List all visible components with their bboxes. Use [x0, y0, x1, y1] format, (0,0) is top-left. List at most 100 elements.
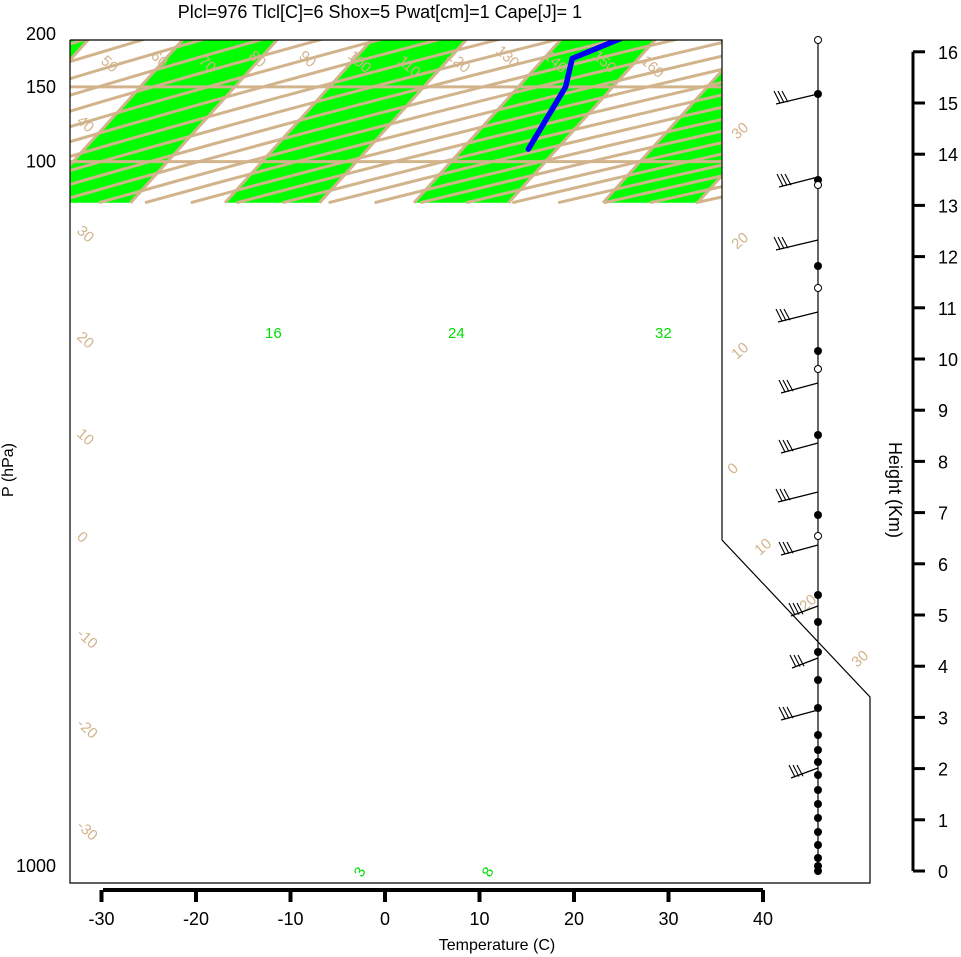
wind-barb-icon: [780, 442, 819, 454]
mixing-ratio-label: 16: [265, 325, 282, 342]
wind-barb-flag: [782, 541, 790, 554]
wind-barb-flag: [786, 706, 794, 719]
wind-barb-icon: [777, 491, 819, 503]
wind-level-dot: [814, 771, 822, 779]
wind-barb-flag: [777, 90, 785, 103]
x-tick-label: -30: [88, 909, 114, 929]
wind-barb-flag: [788, 764, 796, 778]
wind-barb-flag: [792, 764, 800, 777]
wind-barb-icon: [790, 605, 819, 617]
wind-barb-flag: [778, 439, 786, 453]
isotherm-label: 30: [848, 647, 872, 671]
wind-barb-flag: [778, 379, 786, 393]
dry-adiabat-line: [695, 40, 870, 205]
wind-barb-icon: [777, 311, 819, 323]
isotherm-stripe: [792, 40, 870, 203]
wind-barb-flag: [793, 654, 801, 667]
wind-barb-flag: [775, 488, 783, 502]
wind-barb-flag: [775, 308, 783, 322]
height-tick-label: 6: [938, 555, 948, 575]
wind-barb-flag: [782, 439, 790, 452]
wind-top-marker: [814, 36, 822, 44]
height-tick-label: 13: [938, 196, 958, 216]
wind-barb-flag: [778, 541, 786, 555]
x-tick-label: 0: [380, 909, 390, 929]
mixing-ratio-label: 24: [448, 325, 465, 342]
pressure-tick-label: 1000: [16, 856, 56, 876]
x-axis: -30 -20 -10 0 10 20 30 40: [88, 888, 773, 929]
isotherm-label: 0: [724, 460, 742, 478]
wind-level-dot: [814, 618, 822, 626]
height-tick-label: 14: [938, 145, 958, 165]
pressure-tick-label: 100: [26, 152, 56, 172]
wind-level-ring: [814, 284, 822, 292]
wind-barb-icon: [780, 382, 819, 394]
isotherm-line: [696, 40, 870, 204]
wind-barb-flag: [782, 706, 790, 719]
wind-barb-icon: [775, 93, 819, 105]
chart-title: Plcl=976 Tlcl[C]=6 Shox=5 Pwat[cm]=1 Cap…: [178, 2, 582, 22]
wind-barb-flag: [797, 654, 805, 667]
wind-level-dot: [814, 841, 822, 849]
wind-level-dot: [814, 828, 822, 836]
wind-barb-icon: [790, 767, 819, 779]
wind-barb-flag: [777, 236, 785, 249]
isotherm-label: 10: [751, 535, 775, 559]
wind-level-dot: [814, 854, 822, 862]
isotherm-label: 10: [728, 339, 752, 363]
wind-barb-flag: [781, 90, 789, 103]
y-axis-label: P (hPa): [0, 443, 17, 497]
pressure-tick-label: 200: [26, 24, 56, 44]
height-tick-label: 9: [938, 401, 948, 421]
wind-barb-icon: [778, 176, 819, 188]
pressure-tick-label: 150: [26, 77, 56, 97]
wind-barb-flag: [779, 308, 787, 321]
wind-barb-flag: [792, 602, 800, 615]
isotherm-line: [601, 40, 870, 204]
wind-barb-flag: [782, 379, 790, 392]
wind-barb-flag: [780, 173, 788, 186]
wind-barb-icon: [780, 709, 819, 721]
x-tick-label: 20: [564, 909, 584, 929]
wind-barb-flag: [783, 488, 791, 501]
wind-level-dot: [814, 867, 822, 875]
height-tick-label: 12: [938, 248, 958, 268]
wind-barb-icon: [780, 544, 819, 556]
isotherm-stripe: [414, 40, 870, 203]
height-tick-label: 2: [938, 760, 948, 780]
x-tick-label: 10: [469, 909, 489, 929]
wind-barb-flag: [783, 308, 791, 321]
x-tick-label: 40: [753, 909, 773, 929]
wind-barb-flag: [781, 236, 789, 249]
wind-level-dot: [814, 676, 822, 684]
wind-level-ring: [814, 365, 822, 373]
isotherm-label: 20: [728, 229, 752, 253]
wind-level-dot: [814, 814, 822, 822]
height-tick-label: 7: [938, 504, 948, 524]
plot-border: [69, 39, 871, 884]
wind-barb-flag: [789, 654, 797, 668]
x-tick-label: -20: [183, 909, 209, 929]
x-axis-label: Temperature (C): [439, 937, 555, 954]
wind-barb-flag: [773, 236, 781, 250]
wind-barb-flag: [796, 764, 804, 777]
x-tick-label: 30: [658, 909, 678, 929]
pressure-axis: 1001502002503004005007008501000: [16, 0, 56, 876]
wind-barb-icon: [791, 657, 819, 669]
wind-barb-flag: [776, 173, 784, 187]
wind-level-dot: [814, 591, 822, 599]
height-tick-label: 11: [938, 299, 957, 319]
wind-level-dot: [814, 347, 822, 355]
wind-level-dot: [814, 746, 822, 754]
height-tick-label: 10: [938, 350, 958, 370]
wind-level-ring: [814, 532, 822, 540]
moist-adiabat-line: [672, 0, 961, 34]
isotherm-stripe: [225, 40, 755, 203]
isotherm-line: [507, 40, 870, 204]
pressure-tick-label: 250: [26, 0, 56, 3]
wind-level-dot: [814, 262, 822, 270]
wind-level-ring: [814, 181, 822, 189]
wind-barb-flag: [786, 541, 794, 554]
